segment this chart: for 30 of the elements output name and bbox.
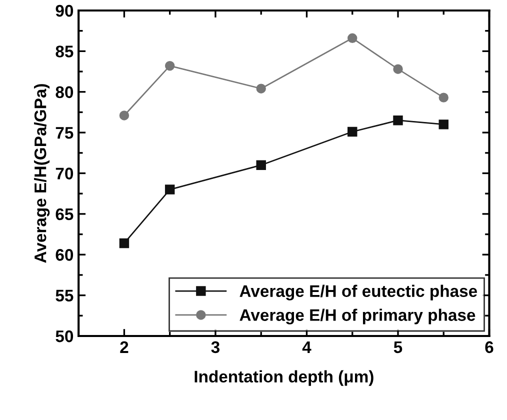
- point: [256, 84, 266, 94]
- point: [256, 160, 266, 170]
- point: [393, 115, 403, 126]
- point: [438, 120, 448, 130]
- y-tick-label: 75: [56, 127, 74, 139]
- y-tick-label: 90: [56, 4, 74, 17]
- legend-label: Average E/H of primary phase: [240, 308, 476, 324]
- y-tick-label: 60: [56, 249, 74, 261]
- y-tick-label: 70: [56, 168, 74, 180]
- point: [393, 64, 403, 74]
- y-tick-label: 50: [56, 330, 74, 342]
- point: [164, 60, 175, 71]
- y-tick-label: 55: [56, 290, 74, 302]
- y-tick-label: 80: [56, 86, 74, 98]
- legend-label: Average E/H of eutectic phase: [240, 284, 478, 300]
- x-axis-title: Indentation depth (μm): [194, 370, 374, 386]
- x-tick-label: 6: [485, 341, 494, 354]
- point: [348, 33, 358, 44]
- x-tick-label: 4: [302, 341, 312, 353]
- x-tick-label: 2: [120, 341, 128, 353]
- y-tick-label: 65: [56, 208, 74, 220]
- x-tick-label: 3: [211, 341, 220, 354]
- point: [164, 184, 175, 194]
- point: [119, 110, 130, 120]
- y-tick-label: 85: [56, 46, 74, 58]
- point: [438, 92, 448, 102]
- point: [119, 238, 130, 248]
- y-axis-title: Average E/H(GPa/GPa): [34, 84, 50, 263]
- x-tick-label: 5: [394, 341, 402, 354]
- point: [348, 126, 358, 137]
